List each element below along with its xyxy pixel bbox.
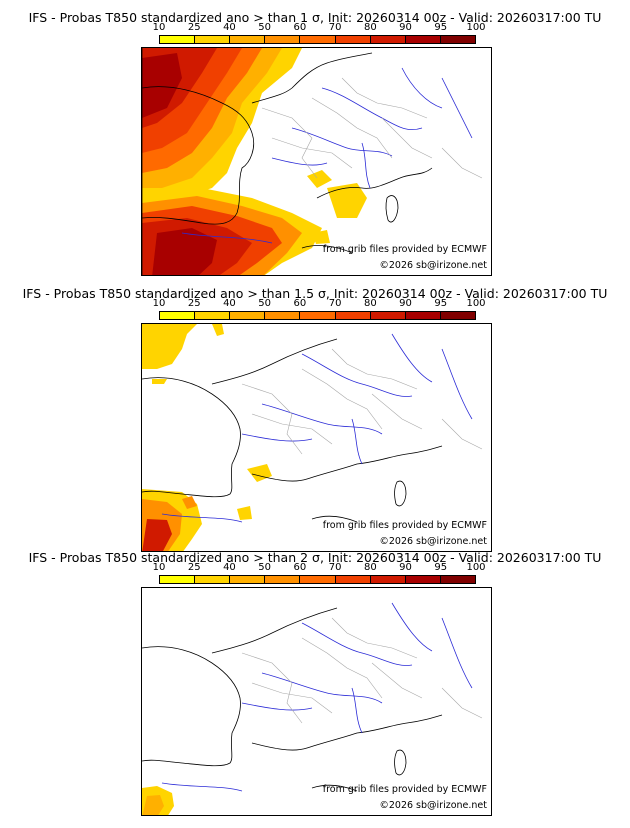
panel-1sigma: IFS - Probas T850 standardized ano > tha… — [0, 0, 630, 276]
colorbar-swatch — [300, 312, 336, 319]
colorbar-tick-label: 60 — [293, 22, 307, 33]
colorbar-ticks: 10 25 40 50 60 70 80 90 95 100 — [142, 562, 512, 574]
colorbar-tick-label: 70 — [328, 562, 342, 573]
colorbar-swatch — [370, 36, 406, 43]
colorbar-tick-label: 25 — [187, 298, 201, 309]
colorbar-tick-label: 95 — [434, 562, 448, 573]
colorbar-swatch — [230, 312, 266, 319]
panel-1-5sigma: IFS - Probas T850 standardized ano > tha… — [0, 276, 630, 552]
colorbar-tick-label: 95 — [434, 22, 448, 33]
colorbar-swatch — [370, 576, 406, 583]
colorbar-tick-label: 25 — [187, 22, 201, 33]
colorbar-swatch — [230, 576, 266, 583]
probability-map: from grib files provided by ECMWF ©2026 … — [141, 47, 492, 276]
colorbar — [159, 35, 476, 44]
map-graphic — [142, 324, 483, 551]
colorbar-tick-label: 70 — [328, 22, 342, 33]
colorbar-swatch — [335, 36, 371, 43]
colorbar-swatch — [370, 312, 406, 319]
colorbar-tick-label: 95 — [434, 298, 448, 309]
colorbar-tick-label: 80 — [363, 22, 377, 33]
colorbar-swatch — [335, 576, 371, 583]
colorbar — [159, 575, 476, 584]
admin-borders — [241, 617, 483, 724]
panel-2sigma: IFS - Probas T850 standardized ano > tha… — [0, 540, 630, 816]
panel-title: IFS - Probas T850 standardized ano > tha… — [28, 550, 602, 565]
credit-source: from grib files provided by ECMWF — [322, 520, 487, 531]
rivers — [181, 67, 473, 244]
colorbar-tick-label: 70 — [328, 298, 342, 309]
colorbar-tick-label: 40 — [223, 562, 236, 573]
coastline — [142, 338, 443, 523]
probability-map: from grib files provided by ECMWF ©2026 … — [141, 587, 492, 816]
colorbar-tick-label: 40 — [223, 22, 236, 33]
colorbar-swatch — [300, 36, 336, 43]
colorbar-tick-label: 10 — [152, 22, 166, 33]
colorbar-swatch — [160, 36, 196, 43]
colorbar-tick-label: 10 — [152, 298, 166, 309]
colorbar-swatch — [195, 36, 231, 43]
colorbar-swatch — [195, 576, 231, 583]
colorbar-tick-label: 50 — [258, 22, 272, 33]
probability-shading — [142, 786, 174, 815]
colorbar-tick-label: 10 — [152, 562, 166, 573]
colorbar-tick-label: 100 — [466, 22, 486, 33]
colorbar-swatch — [300, 576, 336, 583]
probability-shading — [142, 324, 272, 551]
colorbar-tick-label: 50 — [258, 562, 272, 573]
colorbar-tick-label: 90 — [399, 298, 412, 309]
colorbar-swatch — [160, 312, 196, 319]
colorbar-tick-label: 60 — [293, 562, 307, 573]
colorbar-swatch — [230, 36, 266, 43]
colorbar-tick-label: 90 — [399, 22, 412, 33]
colorbar-swatch — [440, 576, 475, 583]
colorbar-swatch — [440, 312, 475, 319]
colorbar-swatch — [265, 576, 301, 583]
rivers — [161, 602, 473, 792]
probability-shading — [142, 48, 367, 275]
colorbar-tick-label: 60 — [293, 298, 307, 309]
map-graphic — [142, 48, 483, 275]
coastline — [142, 607, 443, 792]
colorbar-ticks: 10 25 40 50 60 70 80 90 95 100 — [142, 298, 512, 310]
colorbar-swatch — [160, 576, 196, 583]
colorbar-swatch — [405, 36, 441, 43]
credit-copyright: ©2026 sb@irizone.net — [379, 536, 487, 547]
colorbar-tick-label: 80 — [363, 562, 377, 573]
colorbar-swatch — [405, 576, 441, 583]
colorbar-tick-label: 40 — [223, 298, 236, 309]
admin-borders — [261, 77, 483, 179]
colorbar-swatch — [265, 36, 301, 43]
admin-borders — [241, 348, 483, 455]
colorbar-tick-label: 90 — [399, 562, 412, 573]
probability-map: from grib files provided by ECMWF ©2026 … — [141, 323, 492, 552]
coastline — [142, 48, 433, 275]
map-graphic — [142, 602, 483, 815]
colorbar-ticks: 10 25 40 50 60 70 80 90 95 100 — [142, 22, 512, 34]
colorbar-swatch — [265, 312, 301, 319]
colorbar-swatch — [335, 312, 371, 319]
panel-title: IFS - Probas T850 standardized ano > tha… — [22, 286, 608, 301]
credit-copyright: ©2026 sb@irizone.net — [379, 260, 487, 271]
colorbar-swatch — [405, 312, 441, 319]
colorbar-swatch — [440, 36, 475, 43]
panel-title: IFS - Probas T850 standardized ano > tha… — [28, 10, 602, 25]
colorbar — [159, 311, 476, 320]
colorbar-tick-label: 50 — [258, 298, 272, 309]
credit-source: from grib files provided by ECMWF — [322, 244, 487, 255]
colorbar-tick-label: 100 — [466, 298, 486, 309]
colorbar-swatch — [195, 312, 231, 319]
credit-copyright: ©2026 sb@irizone.net — [379, 800, 487, 811]
colorbar-tick-label: 25 — [187, 562, 201, 573]
rivers — [161, 333, 473, 523]
credit-source: from grib files provided by ECMWF — [322, 784, 487, 795]
colorbar-tick-label: 80 — [363, 298, 377, 309]
colorbar-tick-label: 100 — [466, 562, 486, 573]
